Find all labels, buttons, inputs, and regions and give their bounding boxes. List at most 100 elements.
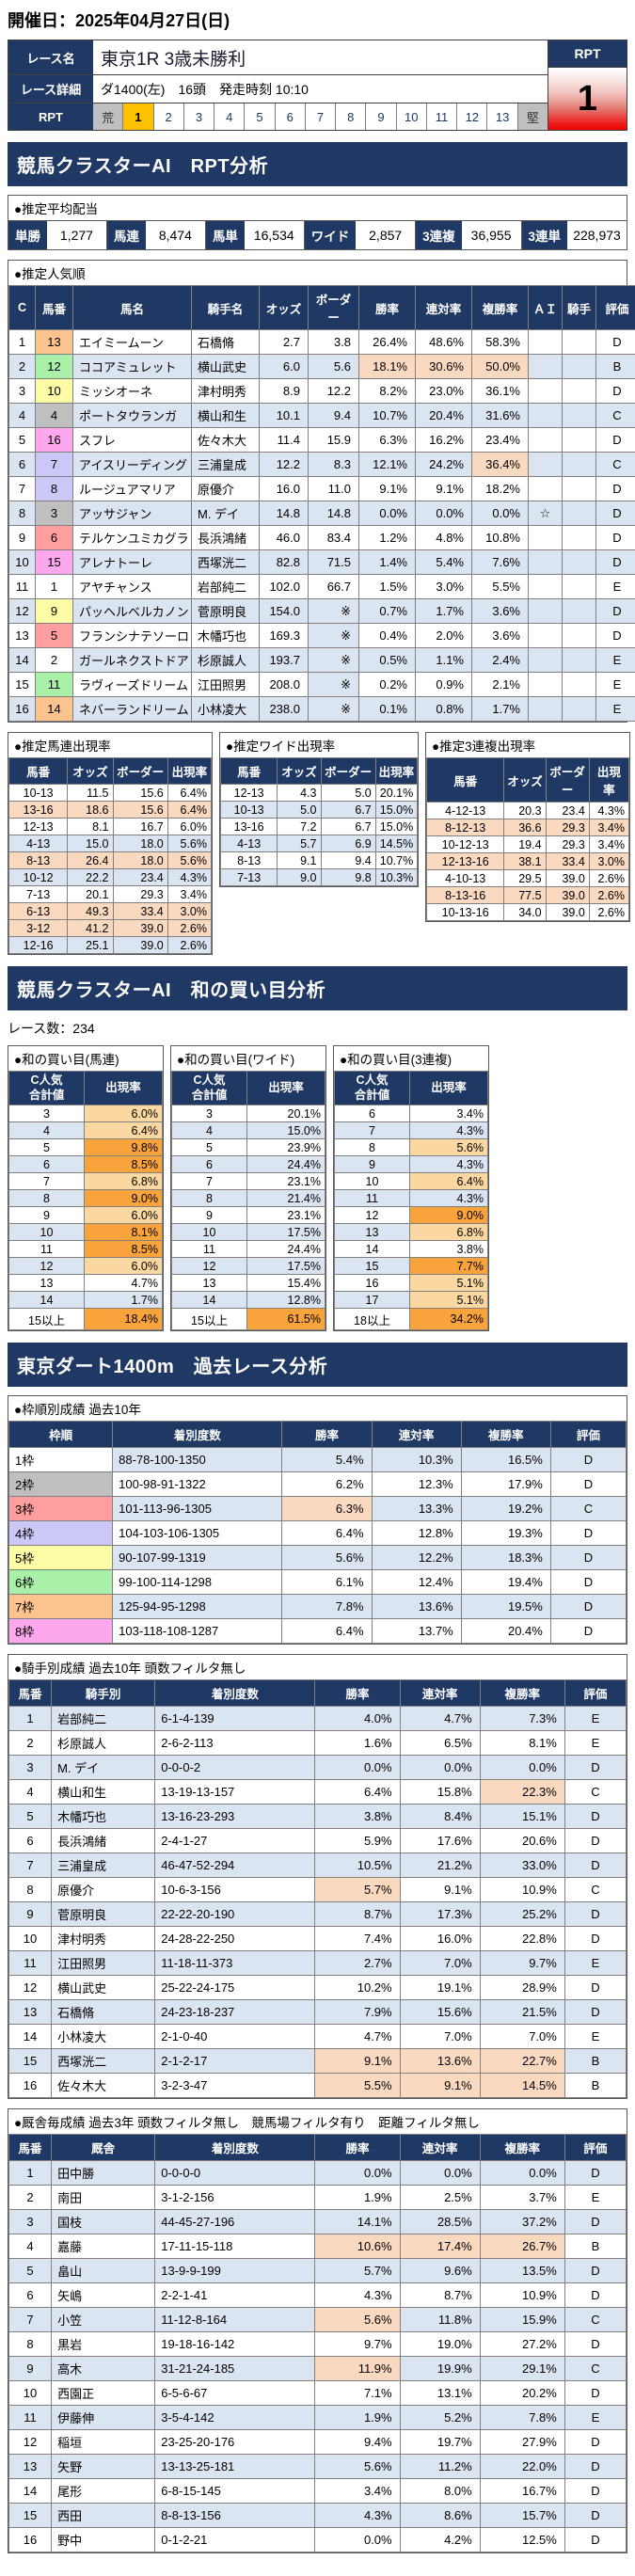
occ-rate: 20.1% [375, 785, 417, 802]
stats-evaluation: D [564, 1756, 626, 1780]
pop-border: ※ [309, 624, 359, 648]
occ-rate: 2.6% [589, 887, 628, 904]
stats-name: 田中勝 [52, 2161, 155, 2186]
pop-evaluation: D [596, 550, 635, 575]
stats-win-rate: 3.8% [315, 1805, 400, 1829]
pop-show-rate: 2.1% [472, 673, 529, 697]
occ-border: 18.0 [113, 852, 167, 869]
stats-quinella-rate: 13.7% [372, 1619, 461, 1644]
stats-horse-number: 6 [9, 2283, 52, 2308]
pop-border: ※ [309, 648, 359, 673]
pop-win-rate: 0.0% [359, 501, 416, 526]
stats-quinella-rate: 8.4% [400, 1805, 480, 1829]
stats-quinella-rate: 7.0% [400, 1951, 480, 1976]
stats-name: 木幡巧也 [52, 1805, 155, 1829]
stats-show-rate: 10.9% [480, 2283, 564, 2308]
sanrenpuku-occurrence-title: ●推定3連複出現率 [426, 733, 629, 757]
pop-show-rate: 36.1% [472, 379, 529, 404]
pop-ai-mark [529, 648, 563, 673]
rpt-scale-cell-2: 2 [153, 103, 183, 130]
stats-win-rate: 6.2% [282, 1472, 372, 1497]
pop-win-rate: 0.2% [359, 673, 416, 697]
stats-win-rate: 6.3% [282, 1497, 372, 1521]
stats-waku-label: 3枠 [9, 1497, 113, 1521]
pop-rider-mark [563, 404, 596, 428]
wa-sum-value: 8 [9, 1190, 85, 1207]
rpt-scale-cell-堅: 堅 [517, 103, 548, 130]
wa-rate: 6.0% [85, 1207, 163, 1224]
stats-header: 連対率 [400, 2135, 480, 2161]
pop-horse-number: 16 [36, 428, 73, 453]
occ-rate: 10.7% [375, 852, 417, 869]
wa-rate: 5.1% [410, 1275, 488, 1292]
stats-win-rate: 6.4% [282, 1619, 372, 1644]
occ-rate: 14.5% [375, 835, 417, 852]
stats-evaluation: D [564, 2210, 626, 2234]
stats-evaluation: D [550, 1546, 626, 1570]
stats-evaluation: D [564, 1902, 626, 1927]
stats-evaluation: D [564, 1853, 626, 1878]
pop-rider-mark [563, 501, 596, 526]
wa-sum-value: 15以上 [172, 1309, 247, 1330]
occ-rate: 4.3% [167, 869, 211, 886]
stats-record: 46-47-52-294 [155, 1853, 315, 1878]
wa-sum-value: 4 [172, 1122, 247, 1139]
pop-jockey-name: 佐々木大 [192, 428, 260, 453]
stats-name: 小笠 [52, 2308, 155, 2332]
stats-evaluation: D [564, 2528, 626, 2552]
stats-record: 11-12-8-164 [155, 2308, 315, 2332]
pop-rider-mark [563, 697, 596, 722]
stats-horse-number: 11 [9, 2406, 52, 2430]
occurrence-header: 出現率 [375, 758, 417, 785]
pop-horse-number: 8 [36, 477, 73, 501]
stats-quinella-rate: 7.0% [400, 2025, 480, 2049]
wa-sum-value: 3 [172, 1105, 247, 1122]
pop-horse-number: 3 [36, 501, 73, 526]
wa-sum-value: 14 [172, 1292, 247, 1309]
pop-rider-mark [563, 355, 596, 379]
occ-border: 29.3 [546, 819, 589, 836]
pop-odds: 193.7 [260, 648, 309, 673]
jockey-stats-title: ●騎手別成績 過去10年 頭数フィルタ無し [8, 1655, 627, 1679]
pop-horse-name: フランシナテソーロ [73, 624, 192, 648]
pop-border: 15.9 [309, 428, 359, 453]
pop-ai-mark [529, 624, 563, 648]
pop-show-rate: 58.3% [472, 330, 529, 355]
stats-evaluation: D [564, 1805, 626, 1829]
wa-sum-value: 16 [335, 1275, 410, 1292]
rpt-scale-cell-1: 1 [122, 103, 152, 130]
stats-horse-number: 5 [9, 1805, 52, 1829]
wide-occurrence-title: ●推定ワイド出現率 [220, 733, 418, 757]
stats-name: 国枝 [52, 2210, 155, 2234]
stats-quinella-rate: 17.6% [400, 1829, 480, 1853]
race-name-label: レース名 [8, 40, 93, 74]
wa-rate-header: 出現率 [410, 1072, 488, 1105]
stats-show-rate: 29.1% [480, 2357, 564, 2381]
occurrence-header: ボーダー [321, 758, 375, 785]
jockey-stats-box: ●騎手別成績 過去10年 頭数フィルタ無し 馬番騎手別着別度数勝率連対率複勝率評… [8, 1654, 627, 2099]
occ-odds: 22.2 [68, 869, 113, 886]
occ-combination: 4-13 [9, 835, 68, 852]
occ-odds: 36.6 [504, 819, 546, 836]
stats-win-rate: 5.6% [315, 2455, 400, 2479]
pop-odds: 14.8 [260, 501, 309, 526]
stats-record: 44-45-27-196 [155, 2210, 315, 2234]
stats-name: 菅原明良 [52, 1902, 155, 1927]
popularity-header: オッズ [260, 286, 309, 330]
